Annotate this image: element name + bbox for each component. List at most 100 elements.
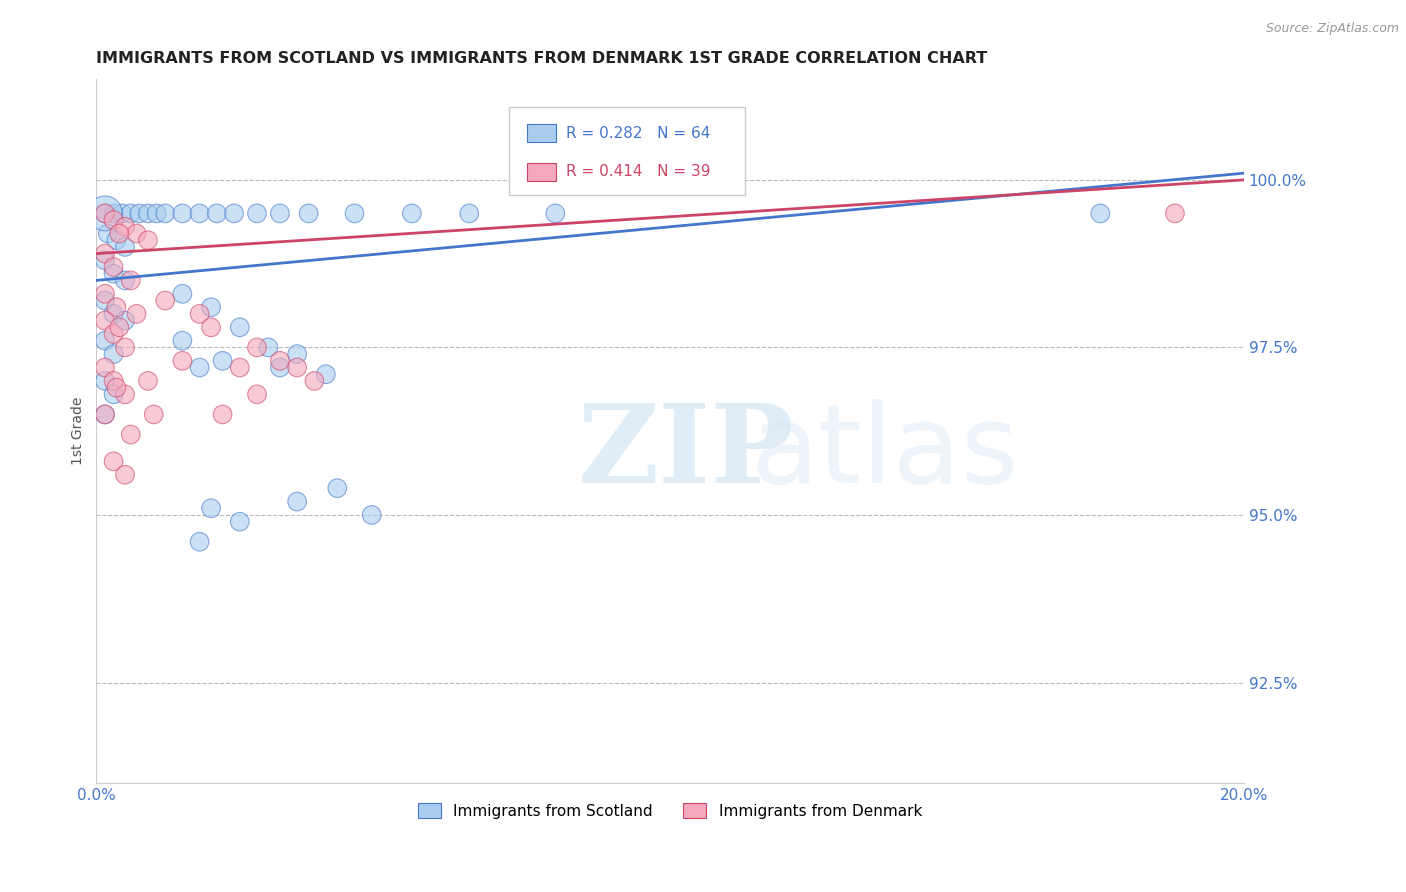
Point (136, 374, 159, 388)
Point (97, 227, 120, 241)
Point (172, 354, 194, 368)
Point (94, 374, 117, 388)
FancyBboxPatch shape (527, 162, 557, 181)
Point (285, 347, 308, 361)
Point (94, 206, 117, 220)
Point (246, 387, 269, 401)
Text: R = 0.282   N = 64: R = 0.282 N = 64 (565, 126, 710, 141)
Point (200, 501, 222, 516)
Point (211, 408, 233, 422)
Point (298, 206, 321, 220)
Point (200, 300, 222, 314)
Point (128, 206, 150, 220)
Point (229, 360, 252, 375)
Point (94, 408, 117, 422)
Point (257, 340, 280, 354)
Point (103, 260, 125, 274)
Point (246, 340, 269, 354)
Point (120, 273, 142, 287)
Point (142, 408, 165, 422)
Point (188, 534, 211, 549)
Point (172, 286, 194, 301)
Y-axis label: 1st Grade: 1st Grade (72, 397, 86, 466)
Point (153, 293, 176, 308)
Point (105, 233, 128, 247)
Point (120, 206, 142, 220)
Point (103, 326, 125, 341)
Point (114, 340, 136, 354)
Point (114, 240, 136, 254)
Point (103, 387, 125, 401)
FancyBboxPatch shape (509, 108, 745, 195)
Point (103, 213, 125, 227)
Point (343, 206, 366, 220)
Point (188, 360, 211, 375)
Point (94, 360, 117, 375)
Point (145, 206, 167, 220)
Point (211, 354, 233, 368)
Point (269, 360, 291, 375)
Point (360, 508, 382, 522)
Point (103, 454, 125, 468)
Text: IMMIGRANTS FROM SCOTLAND VS IMMIGRANTS FROM DENMARK 1ST GRADE CORRELATION CHART: IMMIGRANTS FROM SCOTLAND VS IMMIGRANTS F… (97, 51, 987, 66)
Point (269, 354, 291, 368)
Point (105, 300, 128, 314)
Point (114, 273, 136, 287)
Point (153, 206, 176, 220)
Point (94, 313, 117, 327)
Point (229, 320, 252, 334)
Point (222, 206, 245, 220)
Point (94, 246, 117, 260)
Point (94, 408, 117, 422)
Point (285, 494, 308, 508)
Point (108, 227, 131, 241)
Point (108, 320, 131, 334)
Point (94, 206, 117, 220)
Point (136, 206, 159, 220)
Point (114, 467, 136, 482)
Point (269, 206, 291, 220)
Point (200, 320, 222, 334)
Point (114, 219, 136, 234)
Text: atlas: atlas (751, 399, 1019, 506)
Point (172, 334, 194, 348)
Point (103, 267, 125, 281)
Point (94, 293, 117, 308)
Point (103, 374, 125, 388)
Point (304, 374, 326, 388)
Point (401, 206, 423, 220)
Point (125, 307, 148, 321)
Point (1090, 206, 1112, 220)
Point (285, 360, 308, 375)
Point (188, 206, 211, 220)
Point (103, 307, 125, 321)
Point (315, 368, 337, 382)
Point (94, 286, 117, 301)
Text: ZIP: ZIP (578, 399, 794, 506)
Point (544, 206, 567, 220)
Point (111, 206, 134, 220)
Point (205, 206, 228, 220)
Point (246, 206, 269, 220)
Point (458, 206, 481, 220)
Legend: Immigrants from Scotland, Immigrants from Denmark: Immigrants from Scotland, Immigrants fro… (412, 797, 928, 825)
Point (103, 206, 125, 220)
Point (105, 381, 128, 395)
Point (172, 206, 194, 220)
Point (114, 387, 136, 401)
FancyBboxPatch shape (527, 124, 557, 143)
Point (229, 515, 252, 529)
Point (103, 347, 125, 361)
Point (94, 206, 117, 220)
Point (94, 253, 117, 268)
Point (125, 227, 148, 241)
Text: R = 0.414   N = 39: R = 0.414 N = 39 (565, 164, 710, 179)
Point (1164, 206, 1187, 220)
Point (326, 481, 349, 495)
Point (188, 307, 211, 321)
Text: Source: ZipAtlas.com: Source: ZipAtlas.com (1265, 22, 1399, 36)
Point (114, 313, 136, 327)
Point (136, 233, 159, 247)
Point (120, 427, 142, 442)
Point (94, 334, 117, 348)
